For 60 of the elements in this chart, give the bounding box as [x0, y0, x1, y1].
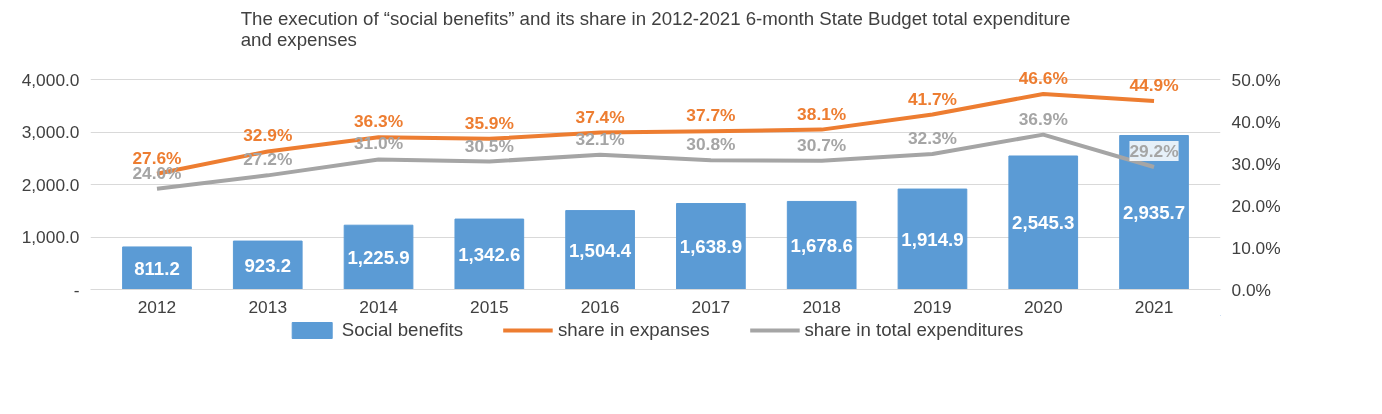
legend-label: Social benefits: [341, 319, 464, 341]
data-label: 36.9%: [1018, 108, 1068, 129]
legend-label: share in expanses: [558, 319, 710, 341]
bar: [454, 218, 525, 290]
data-label: 38.1%: [797, 103, 847, 124]
bar: [676, 203, 746, 290]
data-label: 32.9%: [243, 125, 293, 146]
bar: [565, 210, 635, 290]
x-tick-label: 2014: [359, 296, 399, 317]
x-tick-label: 2020: [1023, 296, 1063, 317]
data-label: 30.5%: [464, 135, 514, 156]
data-label: 44.9%: [1129, 75, 1179, 96]
data-label: 923.2: [244, 254, 292, 276]
data-label: 1,225.9: [347, 246, 410, 268]
data-label: 1,504.4: [568, 239, 632, 261]
data-label: 1,678.6: [790, 234, 853, 256]
data-label: 32.3%: [907, 127, 958, 148]
bar: [786, 200, 857, 290]
y-tick-label: 1,000.0: [21, 227, 80, 248]
data-label: 27.6%: [132, 147, 182, 168]
x-tick-label: 2018: [802, 296, 841, 317]
y-tick-label: 2,000.0: [21, 174, 80, 195]
y2-tick-label: 20.0%: [1231, 195, 1281, 216]
data-label: 2,545.3: [1012, 212, 1075, 234]
x-tick-label: 2017: [691, 296, 731, 317]
data-label: 29.2%: [1129, 140, 1179, 161]
bar: [232, 240, 303, 290]
data-label: 811.2: [134, 257, 180, 279]
data-label: 30.8%: [686, 134, 736, 155]
x-tick-label: 2015: [470, 296, 509, 317]
y-tick-label: 4,000.0: [21, 69, 80, 90]
bar: [897, 188, 968, 290]
x-tick-label: 2012: [137, 296, 177, 317]
y-tick-label: 3,000.0: [21, 122, 80, 143]
data-label: 1,342.6: [458, 243, 521, 265]
x-tick-label: 2013: [248, 296, 288, 317]
data-label: 27.2%: [243, 149, 293, 170]
data-label: 1,914.9: [901, 228, 964, 250]
data-label: 32.1%: [575, 128, 625, 149]
data-label: 1,638.9: [679, 236, 743, 258]
data-label: 35.9%: [464, 112, 514, 133]
y2-tick-label: 30.0%: [1231, 153, 1281, 174]
y2-tick-label: 50.0%: [1231, 69, 1281, 90]
data-label: 41.7%: [907, 88, 958, 109]
y2-tick-label: 10.0%: [1231, 237, 1281, 258]
x-tick-label: 2019: [913, 296, 952, 317]
data-label: 37.4%: [575, 106, 625, 127]
data-label: 37.7%: [686, 105, 736, 126]
data-label: 30.7%: [797, 134, 847, 155]
y-tick-label: -: [73, 279, 80, 300]
data-label: 36.3%: [353, 111, 404, 132]
data-label: 46.6%: [1018, 67, 1068, 88]
y2-tick-label: 40.0%: [1231, 111, 1281, 132]
chart-title: The execution of “social benefits” and its share in 2012-2021 6-month State Budget total expenditure and expenses: [240, 7, 1071, 50]
x-tick-label: 2021: [1134, 296, 1174, 317]
bar: [1008, 155, 1079, 290]
legend-label: share in total expenditures: [804, 319, 1024, 341]
y2-tick-label: 0.0%: [1231, 279, 1271, 300]
data-label: 2,935.7: [1122, 202, 1186, 223]
x-tick-label: 2016: [580, 296, 620, 317]
